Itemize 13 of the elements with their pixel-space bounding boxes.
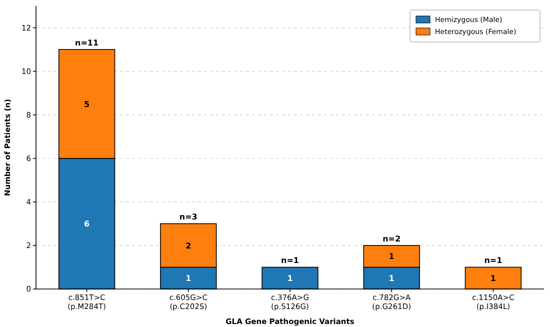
data-label: 1 [490, 274, 496, 283]
data-label: 6 [84, 219, 90, 228]
data-label: 1 [388, 252, 395, 262]
total-label: n=3 [179, 212, 198, 222]
total-label: n=1 [484, 256, 503, 266]
data-label: 1 [186, 274, 192, 283]
total-label: n=2 [382, 234, 401, 244]
data-label: 1 [287, 274, 294, 283]
data-label: 1 [388, 274, 395, 283]
total-label: n=1 [281, 256, 300, 266]
data-label: 5 [84, 100, 90, 109]
total-label: n=11 [75, 38, 99, 48]
data-label: 2 [186, 241, 192, 250]
